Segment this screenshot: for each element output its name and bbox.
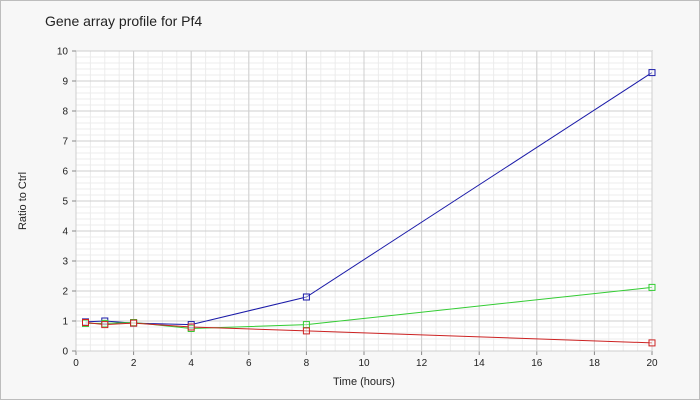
data-point-series-1: [648, 69, 656, 77]
data-point-series-3: [82, 319, 90, 326]
y-tick-label: 7: [62, 137, 68, 148]
chart-title: Gene array profile for Pf4: [45, 13, 203, 29]
y-tick-label: 8: [62, 107, 68, 118]
y-tick-label: 5: [62, 197, 68, 208]
series-markers: [82, 69, 656, 347]
x-axis-label: Time (hours): [333, 376, 395, 388]
data-point-series-3: [101, 321, 109, 329]
y-tick-label: 9: [62, 77, 68, 88]
data-point-series-3: [130, 319, 138, 327]
y-tick-label: 0: [62, 347, 68, 358]
data-point-series-2: [302, 321, 310, 329]
x-tick-label: 18: [589, 358, 601, 369]
x-tick-label: 12: [416, 358, 428, 369]
x-tick-label: 10: [358, 358, 370, 369]
x-tick-label: 2: [131, 358, 137, 369]
x-tick-label: 4: [188, 358, 194, 369]
y-tick-label: 6: [62, 167, 68, 178]
y-tick-label: 1: [62, 317, 68, 328]
data-point-series-3: [302, 327, 310, 335]
data-point-series-2: [648, 283, 656, 291]
x-tick-label: 6: [246, 358, 252, 369]
x-tick-label: 16: [531, 358, 543, 369]
y-tick-label: 10: [57, 47, 69, 58]
data-point-series-3: [187, 323, 195, 331]
y-axis-label: Ratio to Ctrl: [17, 172, 29, 230]
x-tick-label: 20: [646, 358, 658, 369]
y-tick-label: 2: [62, 287, 68, 298]
x-tick-label: 14: [474, 358, 486, 369]
y-tick-label: 4: [62, 227, 68, 238]
major-grid: [72, 50, 653, 355]
x-tick-label: 8: [304, 358, 310, 369]
data-point-series-3: [648, 339, 656, 347]
y-tick-label: 3: [62, 257, 68, 268]
x-tick-label: 0: [73, 358, 79, 369]
data-point-series-1: [302, 293, 310, 301]
